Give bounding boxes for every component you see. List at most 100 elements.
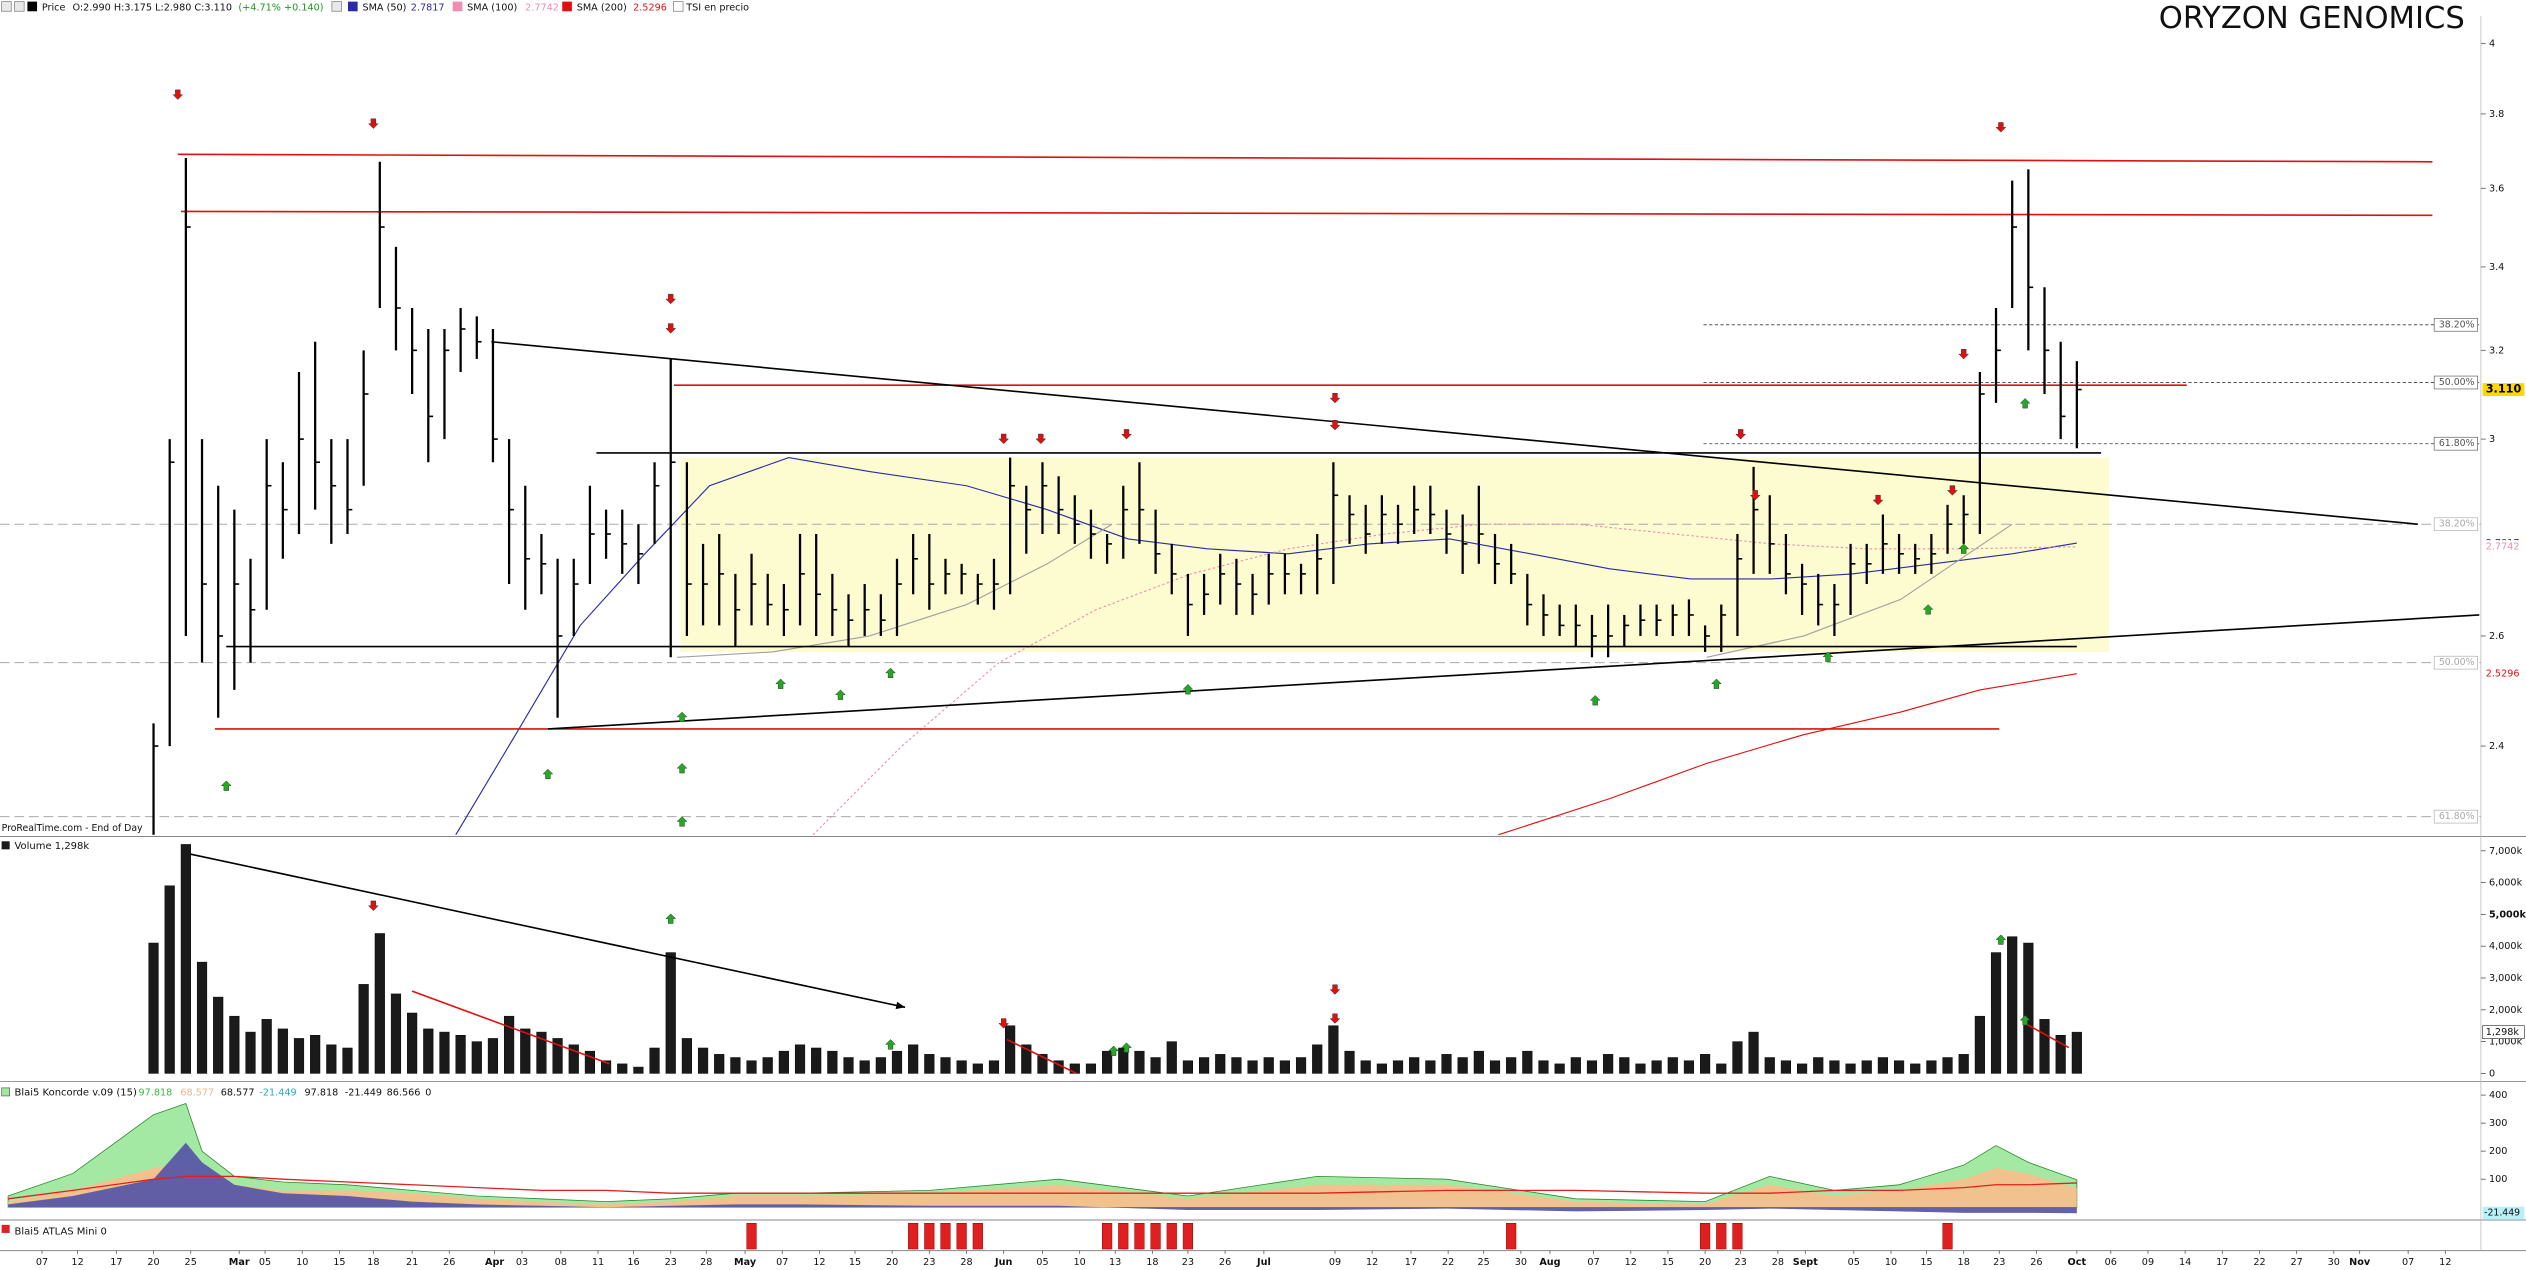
volume-bar [1635,1063,1646,1074]
volume-bar [1522,1050,1533,1074]
volume-bar [1279,1060,1290,1074]
toolbar-icon[interactable] [14,1,25,12]
volume-bar [374,933,385,1074]
volume-bar [423,1028,434,1074]
up-arrow [2019,1015,2031,1026]
x-tick-label: 22 [1442,1257,1454,1268]
price-tag: 3.110 [2486,383,2522,396]
volume-bar [1603,1054,1614,1074]
volume-bar [2039,1019,2050,1074]
volume-bar [1910,1063,1921,1074]
volume-bar [1877,1057,1888,1074]
volume-bar [1005,1025,1016,1074]
change-text: (+4.71% +0.140) [238,2,323,13]
koncorde-legend: Blai5 Koncorde v.09 (15) [14,1088,136,1099]
consolidation-box [680,457,2110,652]
volume-bar [1570,1057,1581,1074]
volume-bar [439,1031,450,1074]
volume-bar [407,1012,418,1074]
up-arrow [835,689,846,700]
volume-bar [1085,1063,1097,1074]
volume-bar [180,844,191,1074]
down-arrow [1121,429,1132,440]
legend-value: 2.5296 [633,2,667,13]
fib-label: 38.20% [2439,519,2475,530]
down-arrow [998,1018,1010,1029]
legend-swatch [562,1,572,12]
x-tick-label: 25 [1478,1257,1490,1268]
volume-bar [1166,1041,1177,1074]
up-arrow [1182,684,1194,695]
price-tag-box [2482,667,2525,681]
down-arrow [1958,349,1970,360]
price-panel [0,89,2481,835]
volume-bar [1667,1057,1678,1074]
volume-bar [245,1031,256,1074]
y-tick-label: 3.2 [2489,345,2504,356]
up-arrow [1711,678,1722,689]
up-arrow [676,763,688,774]
atlas-signal [1942,1223,1953,1250]
x-tick-label: 17 [2216,1257,2228,1268]
volume-bar [1619,1057,1630,1074]
y-tick-label: 3.6 [2489,183,2504,194]
x-tick-label: 07 [36,1257,48,1268]
x-tick-label: 05 [1036,1257,1048,1268]
down-arrow [1749,490,1761,501]
legend-value: 2.7817 [411,2,445,13]
x-tick-label: 18 [1146,1257,1158,1268]
x-tick-label: 12 [1625,1257,1637,1268]
sma-line [1498,673,2077,835]
volume-bar [2071,1031,2082,1074]
volume-bar [1586,1060,1598,1074]
volume-bar [1489,1060,1501,1074]
volume-bar [213,996,224,1074]
volume-bar [1538,1060,1549,1074]
x-tick-label: Aug [1539,1257,1560,1268]
x-tick-label: 10 [1073,1257,1085,1268]
volume-bar [875,1057,886,1074]
volume-bar [1764,1057,1775,1074]
toolbar-icon[interactable] [331,1,342,12]
y-tick-label: 200 [2489,1146,2507,1157]
x-tick-label: 26 [443,1257,455,1268]
up-arrow [542,768,554,780]
volume-bar [261,1019,272,1074]
x-tick-label: 12 [71,1257,83,1268]
volume-bar [1861,1060,1872,1074]
x-tick-label: 27 [2290,1257,2302,1268]
volume-bar [1312,1044,1323,1074]
x-tick-label: 22 [2253,1257,2265,1268]
y-tick-label: 0 [2489,1068,2495,1079]
y-tick-label: 4 [2489,38,2495,49]
toolbar-icon[interactable] [1,1,12,12]
volume-bar [1263,1057,1274,1074]
x-tick-label: 16 [627,1257,639,1268]
x-tick-label: 15 [1920,1257,1932,1268]
koncorde-legend-value: -21.449 [345,1088,382,1099]
atlas-signal [972,1223,983,1250]
legend-entry: SMA (50) [362,2,406,13]
price-tag-box [2482,540,2525,554]
volume-bar [697,1047,709,1074]
y-tick-label: 2.4 [2489,741,2504,752]
up-arrow [2019,398,2031,409]
volume-bar [891,1050,903,1074]
trend-line [411,990,610,1065]
legend-swatch [347,1,358,12]
atlas-signal [940,1223,951,1250]
x-tick-label: 20 [147,1257,159,1268]
source-text: ProRealTime.com - End of Day [2,823,143,834]
volume-legend: Volume 1,298k [14,841,89,852]
atlas-signal [1118,1223,1129,1250]
volume-bar [1376,1063,1387,1074]
volume-bar [310,1035,321,1074]
volume-bar [843,1057,854,1074]
down-arrow [1872,494,1884,506]
up-arrow [1108,1045,1119,1056]
x-tick-label: 23 [665,1257,677,1268]
volume-bar [1247,1060,1258,1074]
volume-bar [1651,1060,1662,1074]
x-tick-label: 30 [2328,1257,2340,1268]
